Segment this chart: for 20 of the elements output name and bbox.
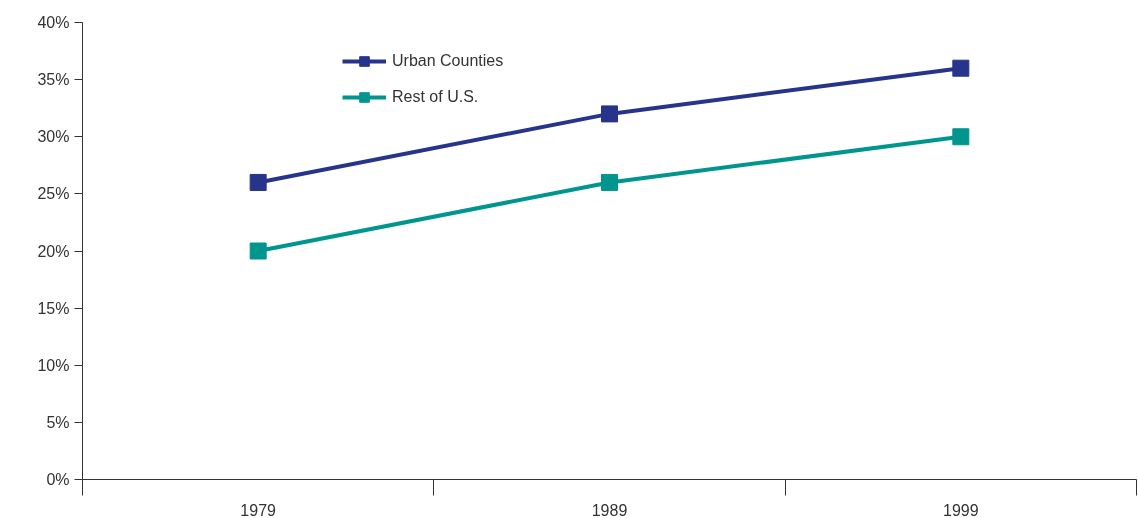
y-tick-label: 10%: [37, 356, 70, 374]
y-tick-label: 20%: [37, 242, 70, 260]
y-tick-label: 35%: [37, 71, 70, 89]
point: [952, 128, 970, 146]
point: [249, 173, 267, 191]
legend-label: Urban Counties: [392, 52, 504, 70]
y-tick-label: 15%: [37, 299, 70, 317]
legend-label: Rest of U.S.: [392, 88, 479, 106]
y-tick-label: 25%: [37, 185, 70, 203]
x-tick-label: 1999: [943, 501, 979, 518]
point: [601, 173, 618, 191]
y-tick-label: 30%: [37, 128, 70, 146]
y-tick-label: 5%: [46, 413, 70, 431]
x-tick-label: 1979: [240, 501, 277, 518]
point: [249, 242, 267, 260]
point: [952, 59, 970, 77]
y-tick-label: 0%: [46, 471, 70, 488]
x-tick-label: 1989: [591, 501, 628, 518]
point: [601, 105, 618, 123]
y-tick-label: 40%: [37, 14, 70, 31]
